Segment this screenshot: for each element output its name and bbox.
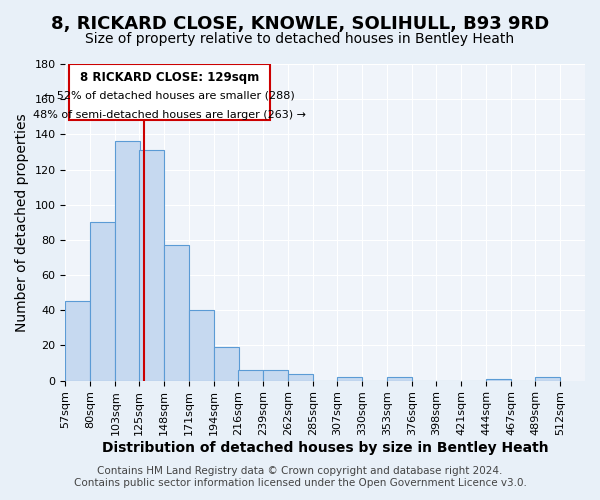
Text: Contains HM Land Registry data © Crown copyright and database right 2024.
Contai: Contains HM Land Registry data © Crown c… [74,466,526,487]
Text: 8, RICKARD CLOSE, KNOWLE, SOLIHULL, B93 9RD: 8, RICKARD CLOSE, KNOWLE, SOLIHULL, B93 … [51,15,549,33]
X-axis label: Distribution of detached houses by size in Bentley Heath: Distribution of detached houses by size … [102,441,548,455]
Bar [91,222,115,380]
Bar [486,379,511,380]
Text: 8 RICKARD CLOSE: 129sqm: 8 RICKARD CLOSE: 129sqm [80,71,259,84]
FancyBboxPatch shape [68,64,270,120]
Bar [164,245,190,380]
Bar [263,370,288,380]
Text: Size of property relative to detached houses in Bentley Heath: Size of property relative to detached ho… [85,32,515,46]
Bar [288,374,313,380]
Bar [214,347,239,380]
Bar [238,370,263,380]
Bar [535,377,560,380]
Bar [387,377,412,380]
Text: ← 52% of detached houses are smaller (288): ← 52% of detached houses are smaller (28… [44,90,295,101]
Bar [190,310,214,380]
Bar [139,150,164,380]
Bar [115,142,140,380]
Text: 48% of semi-detached houses are larger (263) →: 48% of semi-detached houses are larger (… [33,110,306,120]
Bar [337,377,362,380]
Y-axis label: Number of detached properties: Number of detached properties [15,113,29,332]
Bar [65,302,91,380]
